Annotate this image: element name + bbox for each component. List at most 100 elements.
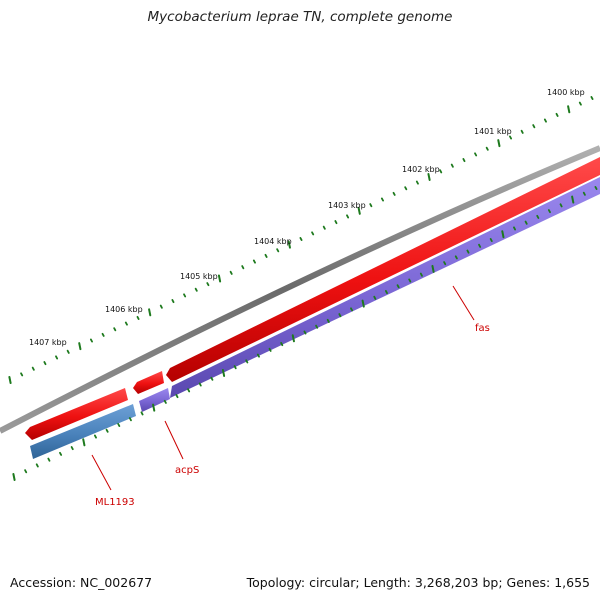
gene-label-fas[interactable]: fas <box>475 323 490 334</box>
ruler-minor-tick <box>466 249 470 254</box>
accession-text: Accession: NC_002677 <box>10 575 153 590</box>
ruler-minor-tick <box>70 446 74 451</box>
gene-leader-line <box>164 420 184 460</box>
ruler-major-tick <box>497 139 501 148</box>
forward-gene-small[interactable] <box>133 371 164 394</box>
ruler-minor-tick <box>194 287 198 292</box>
genome-backbone <box>0 145 600 434</box>
ruler-minor-tick <box>489 238 493 243</box>
ruler-minor-tick <box>113 327 117 332</box>
ruler-minor-tick <box>93 434 97 439</box>
ruler-minor-tick <box>322 225 326 230</box>
ruler-minor-tick <box>408 278 412 283</box>
ruler-minor-tick <box>524 220 528 225</box>
ruler-minor-tick <box>276 248 280 253</box>
ruler-minor-tick <box>163 399 167 404</box>
ruler-minor-tick <box>256 353 260 358</box>
ruler-minor-tick <box>485 146 489 151</box>
ruler-minor-tick <box>536 214 540 219</box>
ruler-major-tick <box>221 368 226 377</box>
ruler-minor-tick <box>555 112 559 117</box>
ruler-minor-tick <box>299 236 303 242</box>
ruler-major-tick <box>217 274 222 283</box>
ruler-minor-tick <box>373 295 377 300</box>
ruler-minor-tick <box>210 376 214 381</box>
ruler-minor-tick <box>175 394 179 399</box>
ruler-minor-tick <box>105 428 109 433</box>
ruler-minor-tick <box>315 324 319 329</box>
gene-label-ml1193[interactable]: ML1193 <box>95 497 135 508</box>
ruler-minor-tick <box>392 191 396 196</box>
ruler-minor-tick <box>55 355 59 360</box>
ruler-minor-tick <box>380 197 384 202</box>
reverse-gene-track <box>30 177 600 459</box>
ruler-minor-tick <box>384 290 388 295</box>
ruler-major-tick <box>8 376 12 384</box>
map-title: Mycobacterium leprae TN, complete genome <box>147 9 453 25</box>
forward-gene-left[interactable] <box>25 388 128 440</box>
ruler-major-tick <box>431 264 435 273</box>
gene-label-acps[interactable]: acpS <box>175 465 199 476</box>
ruler-minor-tick <box>136 315 140 320</box>
ruler-minor-tick <box>454 255 458 260</box>
forward-gene-long[interactable] <box>166 157 600 382</box>
ruler-minor-tick <box>47 457 51 462</box>
ruler-major-tick <box>571 195 575 204</box>
ruler-minor-tick <box>513 226 517 231</box>
ruler-minor-tick <box>31 366 35 371</box>
ruler-major-tick <box>152 403 156 412</box>
ruler-minor-tick <box>183 293 187 298</box>
ruler-minor-tick <box>478 243 482 248</box>
ruler-major-tick <box>148 308 152 317</box>
ruler-minor-tick <box>439 169 443 174</box>
gene-fas-arrow[interactable] <box>170 177 600 398</box>
ruler-minor-tick <box>264 253 268 258</box>
ruler-labels: 1400 kbp 1401 kbp 1402 kbp 1403 kbp 1404 kbp… <box>29 88 585 347</box>
gene-acps-arrow[interactable] <box>139 388 170 412</box>
ruler-minor-tick <box>35 463 39 468</box>
ruler-minor-tick <box>474 152 478 157</box>
ruler-minor-tick <box>187 388 191 393</box>
ruler-minor-tick <box>582 191 586 196</box>
ruler-minor-tick <box>233 365 237 370</box>
ruler-minor-tick <box>101 332 105 337</box>
ruler-minor-tick <box>532 124 536 129</box>
ruler-minor-tick <box>369 203 373 208</box>
ruler-minor-tick <box>124 321 128 326</box>
gene-leader-line <box>91 454 112 491</box>
ruler-minor-tick <box>59 451 63 456</box>
forward-gene-track <box>25 157 600 440</box>
ruler-minor-tick <box>24 469 28 474</box>
ruler-minor-tick <box>311 231 315 236</box>
ruler-minor-tick <box>66 349 70 354</box>
ruler-label: 1401 kbp <box>474 127 512 136</box>
ruler-minor-tick <box>303 330 307 335</box>
ruler-minor-tick <box>334 220 338 225</box>
gene-leader-line <box>452 285 475 321</box>
ruler-major-tick <box>567 105 571 114</box>
ruler-ticks <box>8 96 598 481</box>
ruler-minor-tick <box>578 101 582 106</box>
ruler-minor-tick <box>396 284 400 289</box>
ruler-label: 1406 kbp <box>105 305 143 314</box>
ruler-label: 1400 kbp <box>547 88 585 97</box>
ruler-minor-tick <box>338 313 342 318</box>
ruler-minor-tick <box>280 342 284 347</box>
ruler-minor-tick <box>140 411 144 416</box>
ruler-minor-tick <box>171 299 175 304</box>
ruler-major-tick <box>82 438 86 447</box>
ruler-minor-tick <box>43 361 47 366</box>
ruler-minor-tick <box>206 282 210 287</box>
ruler-major-tick <box>12 473 16 481</box>
ruler-minor-tick <box>229 270 233 275</box>
ruler-minor-tick <box>443 261 447 266</box>
gene-ml1193-arrow[interactable] <box>30 404 136 459</box>
ruler-major-tick <box>501 230 505 239</box>
ruler-minor-tick <box>268 347 272 352</box>
ruler-major-tick <box>427 172 431 181</box>
ruler-minor-tick <box>559 203 563 208</box>
ruler-minor-tick <box>520 129 524 134</box>
ruler-minor-tick <box>245 359 249 364</box>
ruler-minor-tick <box>594 185 598 191</box>
